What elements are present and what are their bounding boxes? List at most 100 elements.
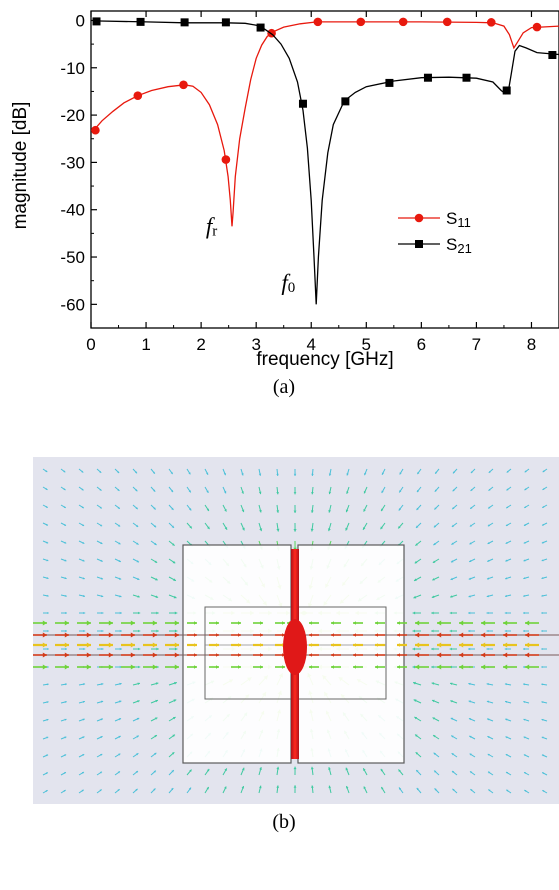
field-arrowhead [173,699,177,702]
field-arrowhead [152,620,157,626]
field-arrowhead [117,789,120,792]
field-arrowhead [117,488,120,491]
field-arrowhead [363,768,366,771]
field-arrowhead [541,718,544,721]
field-arrowhead [506,470,509,473]
field-arrowhead [345,527,349,531]
field-arrowhead [450,577,453,581]
field-arrowhead [155,699,158,703]
field-arrowhead [171,525,175,528]
field-arrowhead [293,529,297,532]
field-arrowhead [135,788,138,791]
field-arrowhead [293,510,297,513]
field-arrowhead [412,611,416,615]
field-arrowhead [100,753,103,756]
field-arrowhead [486,611,489,615]
data-point-s21 [385,78,394,87]
series-line-s11 [93,21,559,227]
field-arrowhead [130,642,135,648]
field-arrowhead [100,524,103,527]
field-arrowhead [432,560,436,563]
field-arrowhead [188,508,192,511]
field-arrowhead [416,525,419,528]
field-arrowhead [83,629,86,633]
field-arrowhead [242,527,245,531]
field-arrowhead [375,653,378,657]
field-arrowhead [328,509,332,513]
field-arrowhead [542,772,545,775]
field-arrowhead [345,767,349,771]
field-arrowhead [488,771,491,774]
caption-b: (b) [272,811,296,833]
field-arrowhead [174,642,179,648]
field-arrowhead [452,788,455,791]
field-arrowhead [541,683,544,686]
field-arrowhead [101,647,104,651]
field-arrowhead [206,768,210,772]
field-arrowhead [415,543,418,546]
y-tick-label: -20 [60,106,85,125]
field-arrowhead [488,470,491,473]
legend-marker-s21 [415,240,423,248]
data-point-s21 [92,17,101,26]
field-arrowhead [206,508,209,512]
field-arrowhead [486,594,489,598]
field-arrowhead [224,786,227,790]
field-arrowhead [238,653,241,657]
field-arrowhead [415,642,420,648]
field-arrowhead [241,491,244,494]
field-arrowhead [101,611,104,615]
field-arrowhead [486,682,489,686]
field-arrowhead [523,629,525,633]
field-arrowhead [433,525,437,528]
field-arrowhead [525,620,530,626]
field-arrowhead [119,595,122,598]
field-arrowhead [276,528,280,532]
field-arrowhead [523,718,526,721]
caption-a: (a) [272,376,296,398]
field-arrowhead [136,717,140,721]
field-arrowhead [174,611,178,615]
field-arrowhead [503,642,508,648]
field-arrowhead [108,652,113,658]
field-arrowhead [541,541,544,544]
field-arrowhead [311,491,314,495]
field-arrowhead [63,470,66,473]
field-arrowhead [238,643,241,647]
field-arrowhead [216,665,219,669]
field-arrowhead [136,542,139,545]
field-arrowhead [431,647,434,651]
field-arrowhead [223,490,227,494]
legend-marker-s11 [414,213,424,223]
field-arrowhead [481,664,486,670]
field-arrowhead [542,470,545,473]
field-arrowhead [118,577,122,580]
y-tick-label: -40 [60,201,85,220]
field-arrowhead [541,754,544,757]
field-arrowhead [152,632,157,638]
field-arrowhead [431,611,434,615]
strong-field-arrows [33,549,539,759]
field-arrowhead [449,611,452,615]
field-arrowhead [459,632,464,638]
field-arrowhead [353,633,356,637]
field-arrowhead [449,647,452,651]
field-arrowhead [153,525,157,528]
field-arrowhead [417,471,420,475]
field-arrowhead [82,718,85,721]
field-arrowhead [241,767,245,771]
field-arrowhead [397,643,400,647]
field-arrowhead [412,665,416,669]
field-arrowhead [42,642,47,648]
field-arrowhead [309,665,312,669]
data-point-s11 [133,91,143,100]
field-arrowhead [469,542,472,545]
field-arrowhead [99,470,102,473]
field-arrowhead [258,491,262,495]
field-arrowhead [523,541,526,544]
field-arrowhead [452,489,455,492]
field-arrowhead [470,506,473,509]
field-arrowhead [397,621,400,625]
field-arrowhead [206,787,209,790]
resonator-left-patch [182,544,292,764]
